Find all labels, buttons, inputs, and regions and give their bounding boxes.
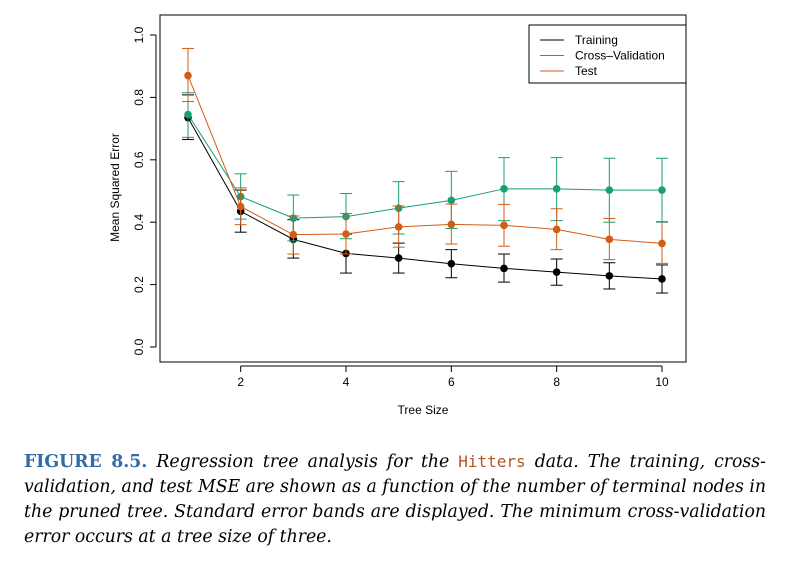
y-tick-label-4: 0.8 (132, 89, 146, 106)
data-point (552, 225, 561, 234)
data-point (605, 186, 614, 194)
caption-code-word: Hitters (458, 452, 526, 471)
y-tick-label-2: 0.4 (132, 214, 146, 231)
x-tick-label-10: 10 (655, 375, 669, 389)
data-point (236, 202, 245, 211)
figure-caption: FIGURE 8.5. Regression tree analysis for… (24, 449, 766, 550)
data-point (658, 239, 666, 248)
data-point (447, 259, 456, 268)
plot-box (159, 14, 687, 363)
data-point (500, 185, 508, 193)
legend-label-1: Cross–Validation (575, 49, 665, 63)
series-line (187, 75, 663, 244)
series-layer (182, 47, 668, 294)
legend-box (528, 24, 687, 84)
x-tick-label-8: 8 (553, 375, 560, 389)
data-point (184, 71, 192, 80)
data-point (500, 221, 508, 230)
data-point (552, 185, 561, 193)
data-point (342, 230, 350, 238)
data-point (500, 264, 508, 273)
data-point (447, 196, 456, 205)
data-point (447, 220, 456, 229)
series-2 (182, 47, 668, 264)
data-point (605, 235, 614, 244)
axes: 2 4 6 8 10 Tree Size 0.0 0.2 0.4 0.6 0.8 1.0 Mean Sq… (108, 26, 669, 417)
x-tick-label-2: 2 (237, 375, 244, 389)
x-tick-label-4: 4 (343, 375, 350, 389)
y-tick-label-1: 0.2 (132, 276, 146, 293)
series-line (187, 117, 663, 280)
legend-label-2: Test (575, 64, 598, 78)
y-axis-label: Mean Squared Error (108, 133, 122, 242)
caption-text-before: Regression tree analysis for the (147, 452, 459, 472)
data-point (552, 268, 561, 276)
series-0 (182, 94, 668, 294)
mse-chart: 2 4 6 8 10 Tree Size 0.0 0.2 0.4 0.6 0.8 1.0 Mean Sq… (108, 14, 687, 417)
y-tick-label-3: 0.6 (132, 151, 146, 168)
x-tick-label-6: 6 (448, 375, 455, 389)
data-point (394, 223, 403, 231)
data-point (658, 275, 666, 283)
figure-label: FIGURE 8.5. (24, 452, 148, 472)
data-point (184, 110, 192, 119)
data-point (289, 230, 298, 239)
legend-label-0: Training (575, 33, 618, 47)
series-line (187, 114, 662, 219)
caption-text-after: data. The training, cross-validation, an… (24, 452, 766, 547)
data-point (394, 254, 403, 262)
data-point (658, 186, 666, 194)
x-axis-label: Tree Size (398, 403, 449, 417)
y-tick-label-5: 1.0 (132, 26, 146, 43)
plot-border (159, 14, 687, 363)
y-tick-label-0: 0.0 (132, 338, 146, 355)
data-point (605, 272, 614, 280)
